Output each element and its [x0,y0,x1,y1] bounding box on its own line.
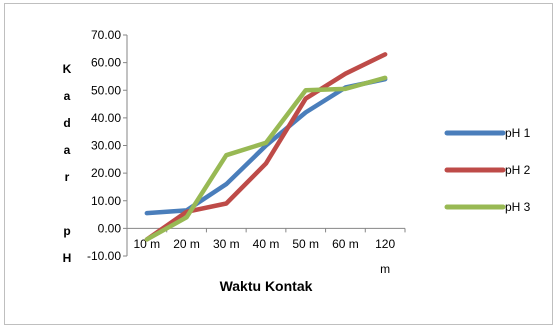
legend-label: pH 2 [505,163,531,177]
series-line-ph-3 [144,75,388,242]
y-axis-title-letter: r [65,170,70,184]
x-tick-label: 120 [375,237,395,251]
y-axis-title-letter: H [63,251,72,265]
y-tick-label: 10.00 [91,194,121,208]
y-tick-label: 0.00 [98,221,122,235]
x-tick-label: 10 m [134,237,161,251]
series-line-ph-1 [144,76,388,216]
y-tick-label: 60.00 [91,56,121,70]
x-tick-label: 60 m [332,237,359,251]
x-axis-ticks: 10 m 20 m 30 m 40 m 50 m 60 m 120 m [134,237,396,276]
y-tick-label: -10.00 [87,249,121,263]
x-tick-label: 30 m [213,237,240,251]
chart-frame [4,3,553,325]
series-line-ph-2 [144,52,388,242]
y-axis-title-letter: d [63,116,70,130]
y-axis-ticks: -10.00 0.00 10.00 20.00 30.00 40.00 50.00 60.00… [87,28,127,263]
y-tick-label: 20.00 [91,166,121,180]
y-axis-title-letter: a [64,143,71,157]
legend-label: pH 1 [505,126,531,140]
x-tick-label: 20 m [173,237,200,251]
x-tick-label-unit: m [380,262,390,276]
y-tick-label: 30.00 [91,139,121,153]
legend-label: pH 3 [505,200,531,214]
y-tick-label: 40.00 [91,111,121,125]
legend: pH 1 pH 2 pH 3 [444,126,531,214]
y-tick-label: 70.00 [91,28,121,42]
y-axis-title-letter: a [64,89,71,103]
y-tick-label: 50.00 [91,83,121,97]
axes [126,35,406,256]
y-axis-title-letter: K [63,62,72,76]
x-tick-label: 40 m [253,237,280,251]
x-axis-title: Waktu Kontak [220,278,313,294]
x-tick-label: 50 m [292,237,319,251]
series-lines [144,52,388,242]
y-axis-title-letter: p [63,224,70,238]
